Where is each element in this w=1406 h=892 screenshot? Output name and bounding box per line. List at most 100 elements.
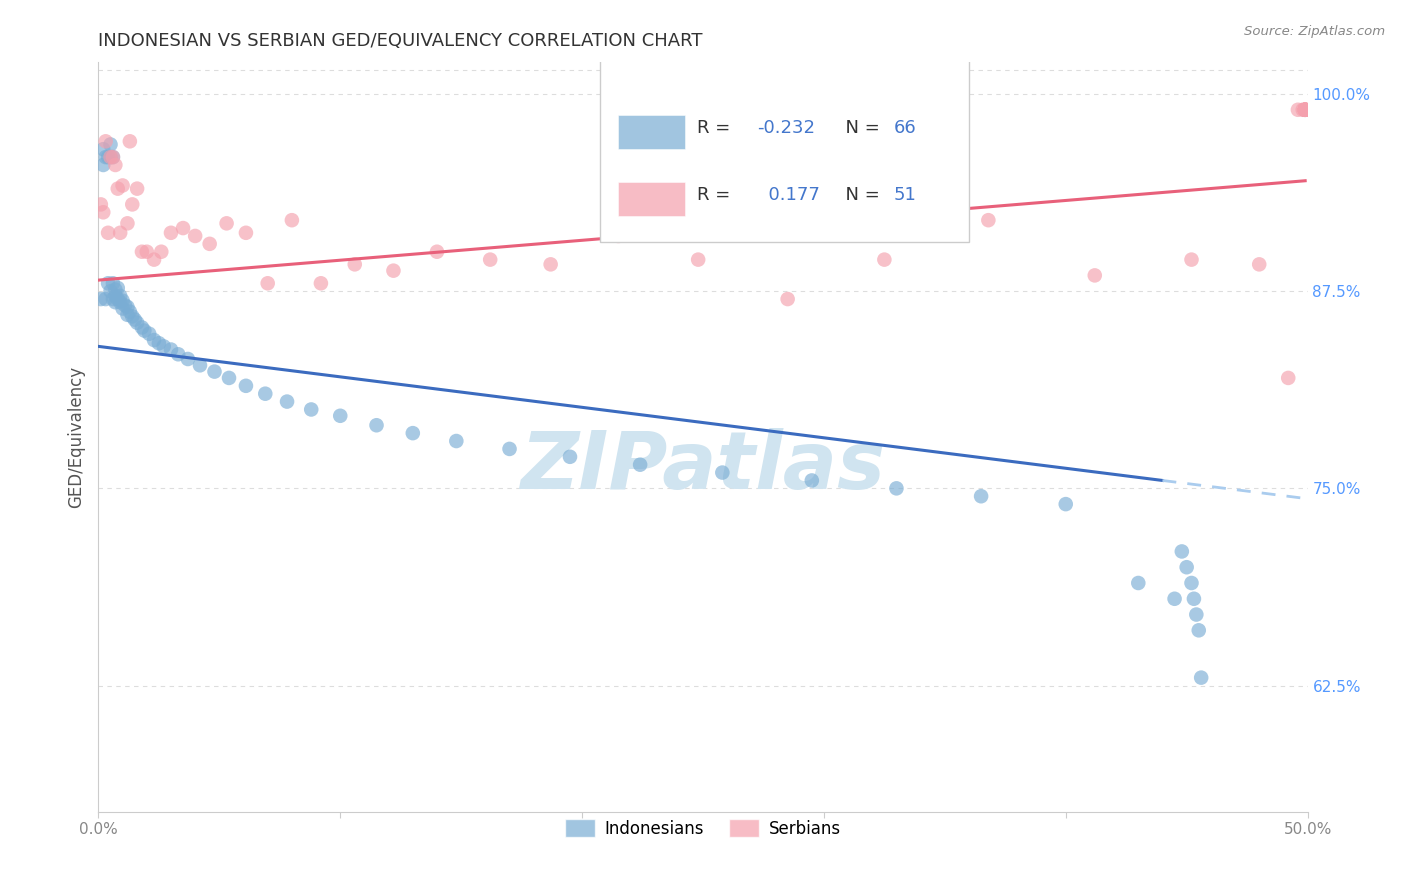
- Point: [558, 450, 581, 464]
- Point: [101, 292, 124, 306]
- Text: 51: 51: [894, 186, 917, 204]
- Point: [135, 244, 157, 259]
- Point: [1294, 103, 1316, 117]
- Text: 0.177: 0.177: [758, 186, 820, 204]
- Point: [111, 178, 134, 193]
- Point: [1294, 103, 1316, 117]
- Point: [1171, 544, 1194, 558]
- Point: [172, 221, 194, 235]
- Point: [117, 308, 139, 322]
- FancyBboxPatch shape: [619, 115, 685, 149]
- Point: [256, 277, 278, 291]
- Point: [97, 226, 120, 240]
- Point: [1294, 103, 1316, 117]
- Point: [167, 347, 190, 361]
- Point: [97, 150, 120, 164]
- Text: 66: 66: [894, 119, 917, 136]
- Point: [215, 216, 238, 230]
- Point: [1175, 560, 1198, 574]
- Point: [309, 277, 332, 291]
- Point: [104, 295, 127, 310]
- Point: [711, 466, 734, 480]
- Point: [143, 252, 166, 267]
- Point: [111, 301, 134, 316]
- Point: [382, 263, 405, 277]
- Point: [1294, 103, 1316, 117]
- Point: [873, 252, 896, 267]
- Point: [104, 289, 127, 303]
- Point: [1292, 103, 1315, 117]
- Point: [101, 150, 124, 164]
- Point: [628, 458, 651, 472]
- Point: [101, 277, 124, 291]
- Point: [100, 137, 122, 152]
- Point: [977, 213, 1000, 227]
- Point: [117, 300, 139, 314]
- Point: [148, 336, 170, 351]
- Point: [121, 310, 143, 324]
- Point: [108, 226, 131, 240]
- Point: [118, 134, 141, 148]
- Point: [607, 229, 630, 244]
- Point: [1180, 576, 1202, 591]
- Point: [235, 226, 257, 240]
- Point: [1249, 257, 1271, 271]
- Point: [1294, 103, 1316, 117]
- Point: [776, 292, 799, 306]
- Point: [124, 312, 146, 326]
- Point: [101, 150, 124, 164]
- Point: [160, 343, 183, 357]
- Point: [117, 216, 139, 230]
- Point: [100, 284, 122, 298]
- Point: [91, 158, 114, 172]
- Point: [160, 226, 183, 240]
- Point: [107, 281, 129, 295]
- Point: [1128, 576, 1150, 591]
- Point: [1185, 607, 1208, 622]
- Point: [800, 474, 823, 488]
- Point: [100, 150, 122, 164]
- Point: [108, 295, 131, 310]
- Point: [1294, 103, 1316, 117]
- Point: [121, 197, 143, 211]
- Y-axis label: GED/Equivalency: GED/Equivalency: [67, 366, 86, 508]
- Text: N =: N =: [834, 186, 886, 204]
- Point: [1189, 671, 1212, 685]
- Point: [1286, 103, 1309, 117]
- Text: R =: R =: [697, 186, 735, 204]
- Text: INDONESIAN VS SERBIAN GED/EQUIVALENCY CORRELATION CHART: INDONESIAN VS SERBIAN GED/EQUIVALENCY CO…: [98, 32, 703, 50]
- Text: -0.232: -0.232: [758, 119, 815, 136]
- Point: [1294, 103, 1316, 117]
- FancyBboxPatch shape: [619, 182, 685, 216]
- Text: R =: R =: [697, 119, 735, 136]
- Point: [498, 442, 520, 456]
- Point: [366, 418, 388, 433]
- Point: [118, 304, 141, 318]
- Point: [1294, 103, 1316, 117]
- FancyBboxPatch shape: [600, 51, 969, 243]
- Legend: Indonesians, Serbians: Indonesians, Serbians: [558, 813, 848, 845]
- Point: [1182, 591, 1205, 606]
- Point: [143, 333, 166, 347]
- Point: [104, 283, 127, 297]
- Point: [188, 359, 211, 373]
- Point: [107, 181, 129, 195]
- Point: [1084, 268, 1107, 283]
- Point: [198, 236, 221, 251]
- Point: [540, 257, 562, 271]
- Point: [343, 257, 366, 271]
- Point: [446, 434, 468, 448]
- Point: [138, 326, 160, 341]
- Point: [1277, 371, 1299, 385]
- Point: [90, 197, 112, 211]
- Point: [426, 244, 449, 259]
- Point: [90, 292, 112, 306]
- Point: [177, 351, 200, 366]
- Point: [152, 339, 174, 353]
- Text: N =: N =: [834, 119, 886, 136]
- Point: [114, 298, 136, 312]
- Point: [1188, 624, 1211, 638]
- Point: [1180, 252, 1202, 267]
- Point: [150, 244, 173, 259]
- Point: [970, 489, 993, 503]
